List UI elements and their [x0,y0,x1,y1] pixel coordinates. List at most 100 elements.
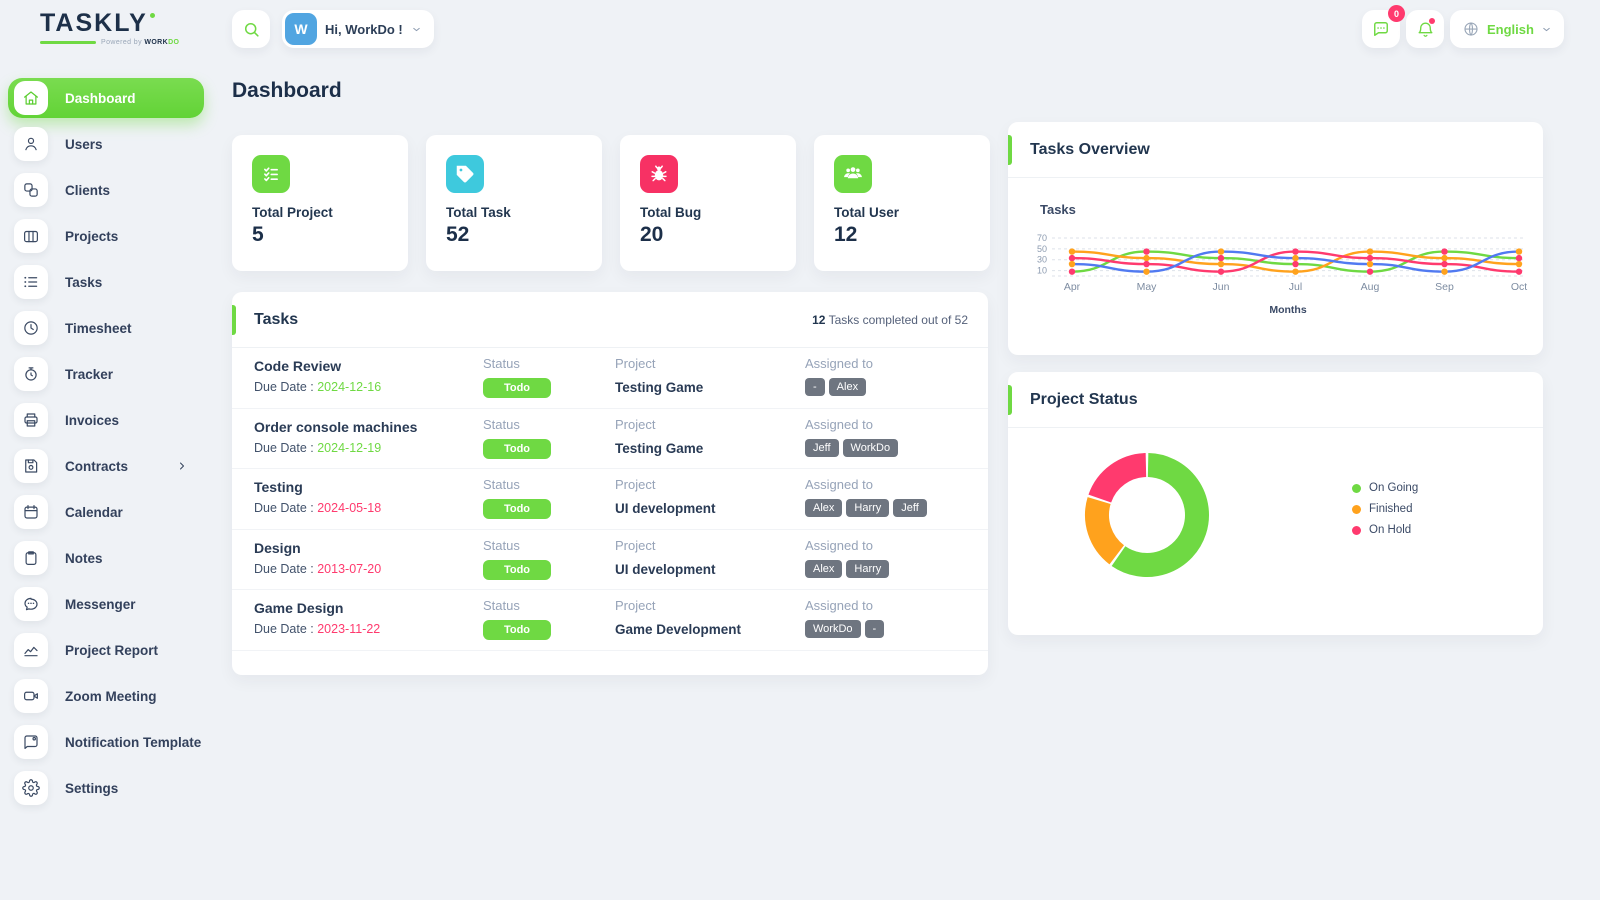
task-row-code-review: Code Review Due Date : 2024-12-16 Status… [232,348,988,409]
sidebar-item-tracker[interactable]: Tracker [8,354,204,394]
assigned-column-label: Assigned to [805,356,873,371]
assignee-badges: Alex Harry [805,559,890,578]
svg-text:10: 10 [1037,266,1047,276]
project-status-header: Project Status [1008,372,1543,428]
sidebar-item-label: Settings [65,780,119,796]
status-badge: Todo [483,438,551,459]
sidebar-item-label: Zoom Meeting [65,688,157,704]
sidebar-item-notes[interactable]: Notes [8,538,204,578]
assignee-badges: Jeff WorkDo [805,438,899,457]
status-badge: Todo [483,378,551,398]
project-report-icon [14,633,48,667]
stat-value: 5 [252,223,264,246]
language-label: English [1487,21,1534,37]
sidebar-item-label: Calendar [65,504,123,520]
sidebar-item-label: Projects [65,228,119,244]
language-selector[interactable]: English [1450,10,1564,48]
accent-bar [232,305,236,335]
user-menu[interactable]: W Hi, WorkDo ! [282,10,434,48]
stat-card-total-bug[interactable]: Total Bug 20 [620,135,796,271]
sidebar-item-clients[interactable]: Clients [8,170,204,210]
tasks-card-title: Tasks [254,311,299,328]
assigned-column-label: Assigned to [805,598,873,613]
sidebar-item-label: Notes [65,550,103,566]
svg-text:Jun: Jun [1213,281,1230,293]
sidebar-item-label: Dashboard [65,90,136,106]
sidebar-item-contracts[interactable]: Contracts [8,446,204,486]
status-column-label: Status [483,356,520,371]
sidebar-item-timesheet[interactable]: Timesheet [8,308,204,348]
sidebar-item-settings[interactable]: Settings [8,768,204,808]
chevron-down-icon [1541,24,1552,35]
assignee-badge: Alex [805,499,843,517]
sidebar-item-messenger[interactable]: Messenger [8,584,204,624]
project-name: UI development [615,501,716,516]
svg-text:Aug: Aug [1361,281,1380,293]
stat-card-total-user[interactable]: Total User 12 [814,135,990,271]
logo-underline [40,41,96,44]
logo-dot-icon [149,13,155,18]
legend-label: Finished [1369,503,1413,515]
bug-icon [640,155,678,193]
legend-dot [1352,525,1361,535]
sidebar-item-zoom-meeting[interactable]: Zoom Meeting [8,676,204,716]
taskly-logo[interactable]: TASKLY Powered by WORKDO [40,11,179,46]
sidebar-item-label: Tasks [65,274,103,290]
assignee-badges: WorkDo - [805,620,885,638]
sidebar-item-notification-template[interactable]: Notification Template [8,722,204,762]
svg-text:30: 30 [1037,255,1047,265]
tasks-completed-summary: 12 Tasks completed out of 52 [812,313,968,327]
globe-icon [1462,20,1480,38]
tasks-card: Tasks 12 Tasks completed out of 52 Code … [232,292,988,675]
tasks-overview-chart: 10 30 50 70 Apr May Jun Jul Aug Sep Oct Months [1026,226,1531,326]
sidebar-item-label: Timesheet [65,320,132,336]
tasks-overview-title: Tasks Overview [1030,141,1150,158]
assignee-badge: Jeff [805,438,839,457]
svg-text:50: 50 [1037,244,1047,254]
notification-template-icon [14,725,48,759]
task-name: Design [254,539,301,556]
legend-label: On Hold [1369,524,1412,536]
tasks-card-header: Tasks 12 Tasks completed out of 52 [232,292,988,348]
assigned-column-label: Assigned to [805,537,873,553]
stat-card-total-task[interactable]: Total Task 52 [426,135,602,271]
task-row-order-console-machines: Order console machines Due Date : 2024-1… [232,409,988,469]
sidebar-item-tasks[interactable]: Tasks [8,262,204,302]
zoom-meeting-icon [14,679,48,713]
sidebar-item-invoices[interactable]: Invoices [8,400,204,440]
svg-text:May: May [1137,281,1158,293]
assignee-badges: - Alex [805,378,873,396]
legend-dot [1352,483,1361,493]
project-name: Testing Game [615,440,704,456]
assignee-badge: Alex [828,378,867,396]
legend-item-on-going[interactable]: On Going [1352,482,1418,494]
task-row-game-design: Game Design Due Date : 2023-11-22 Status… [232,590,988,651]
chevron-down-icon [411,24,422,35]
stat-label: Total Bug [640,205,702,220]
messages-button[interactable]: 0 [1362,5,1405,48]
stat-card-total-project[interactable]: Total Project 5 [232,135,408,271]
sidebar-item-projects[interactable]: Projects [8,216,204,256]
assigned-column-label: Assigned to [805,416,873,432]
project-column-label: Project [615,356,656,371]
sidebar-item-label: Invoices [65,412,120,428]
sidebar-item-project-report[interactable]: Project Report [8,630,204,670]
user-icon [14,127,48,161]
sidebar-item-users[interactable]: Users [8,124,204,164]
search-button[interactable] [232,10,270,48]
assignee-badge: - [805,378,825,396]
legend-dot [1352,504,1361,514]
task-name: Code Review [254,358,342,374]
sidebar-item-label: Users [65,136,103,152]
status-column-label: Status [483,598,520,613]
status-column-label: Status [483,416,520,432]
project-status-donut [1072,440,1222,595]
user-greeting: Hi, WorkDo ! [325,21,403,37]
legend-item-on-hold[interactable]: On Hold [1352,524,1418,536]
sidebar-item-calendar[interactable]: Calendar [8,492,204,532]
stat-label: Total Project [252,205,333,220]
sidebar-item-dashboard[interactable]: Dashboard [8,78,204,118]
task-rows: Code Review Due Date : 2024-12-16 Status… [232,348,988,651]
notifications-button[interactable] [1406,10,1444,48]
legend-item-finished[interactable]: Finished [1352,503,1418,515]
